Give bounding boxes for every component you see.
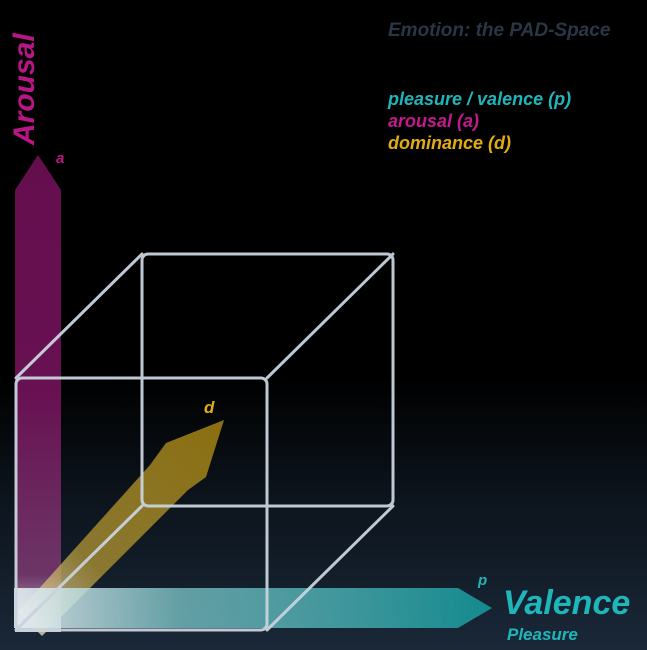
legend-arousal: arousal (a) <box>388 111 480 131</box>
arousal-axis-symbol: a <box>56 150 65 167</box>
pad-cube <box>14 252 395 632</box>
cube-edge-bottom-right <box>265 504 395 632</box>
diagram-title: Emotion: the PAD-Space <box>388 20 611 41</box>
valence-axis-symbol: p <box>478 572 488 589</box>
cube-edge-top-right <box>265 252 395 380</box>
cube-edge-top-left <box>14 252 144 380</box>
cube-edge-bottom-left <box>14 504 144 632</box>
pleasure-axis-sublabel: Pleasure <box>507 625 578 644</box>
legend-pleasure: pleasure / valence (p) <box>388 89 572 109</box>
arousal-axis-arrow <box>15 155 61 632</box>
legend: pleasure / valence (p) arousal (a) domin… <box>388 88 571 154</box>
cube-front-face <box>14 376 269 632</box>
valence-axis-arrow <box>14 588 492 628</box>
legend-dominance: dominance (d) <box>388 133 512 153</box>
valence-axis-label: Valence <box>503 584 631 622</box>
dominance-axis-symbol: d <box>204 398 215 417</box>
arousal-axis-label: Arousal <box>8 33 41 145</box>
